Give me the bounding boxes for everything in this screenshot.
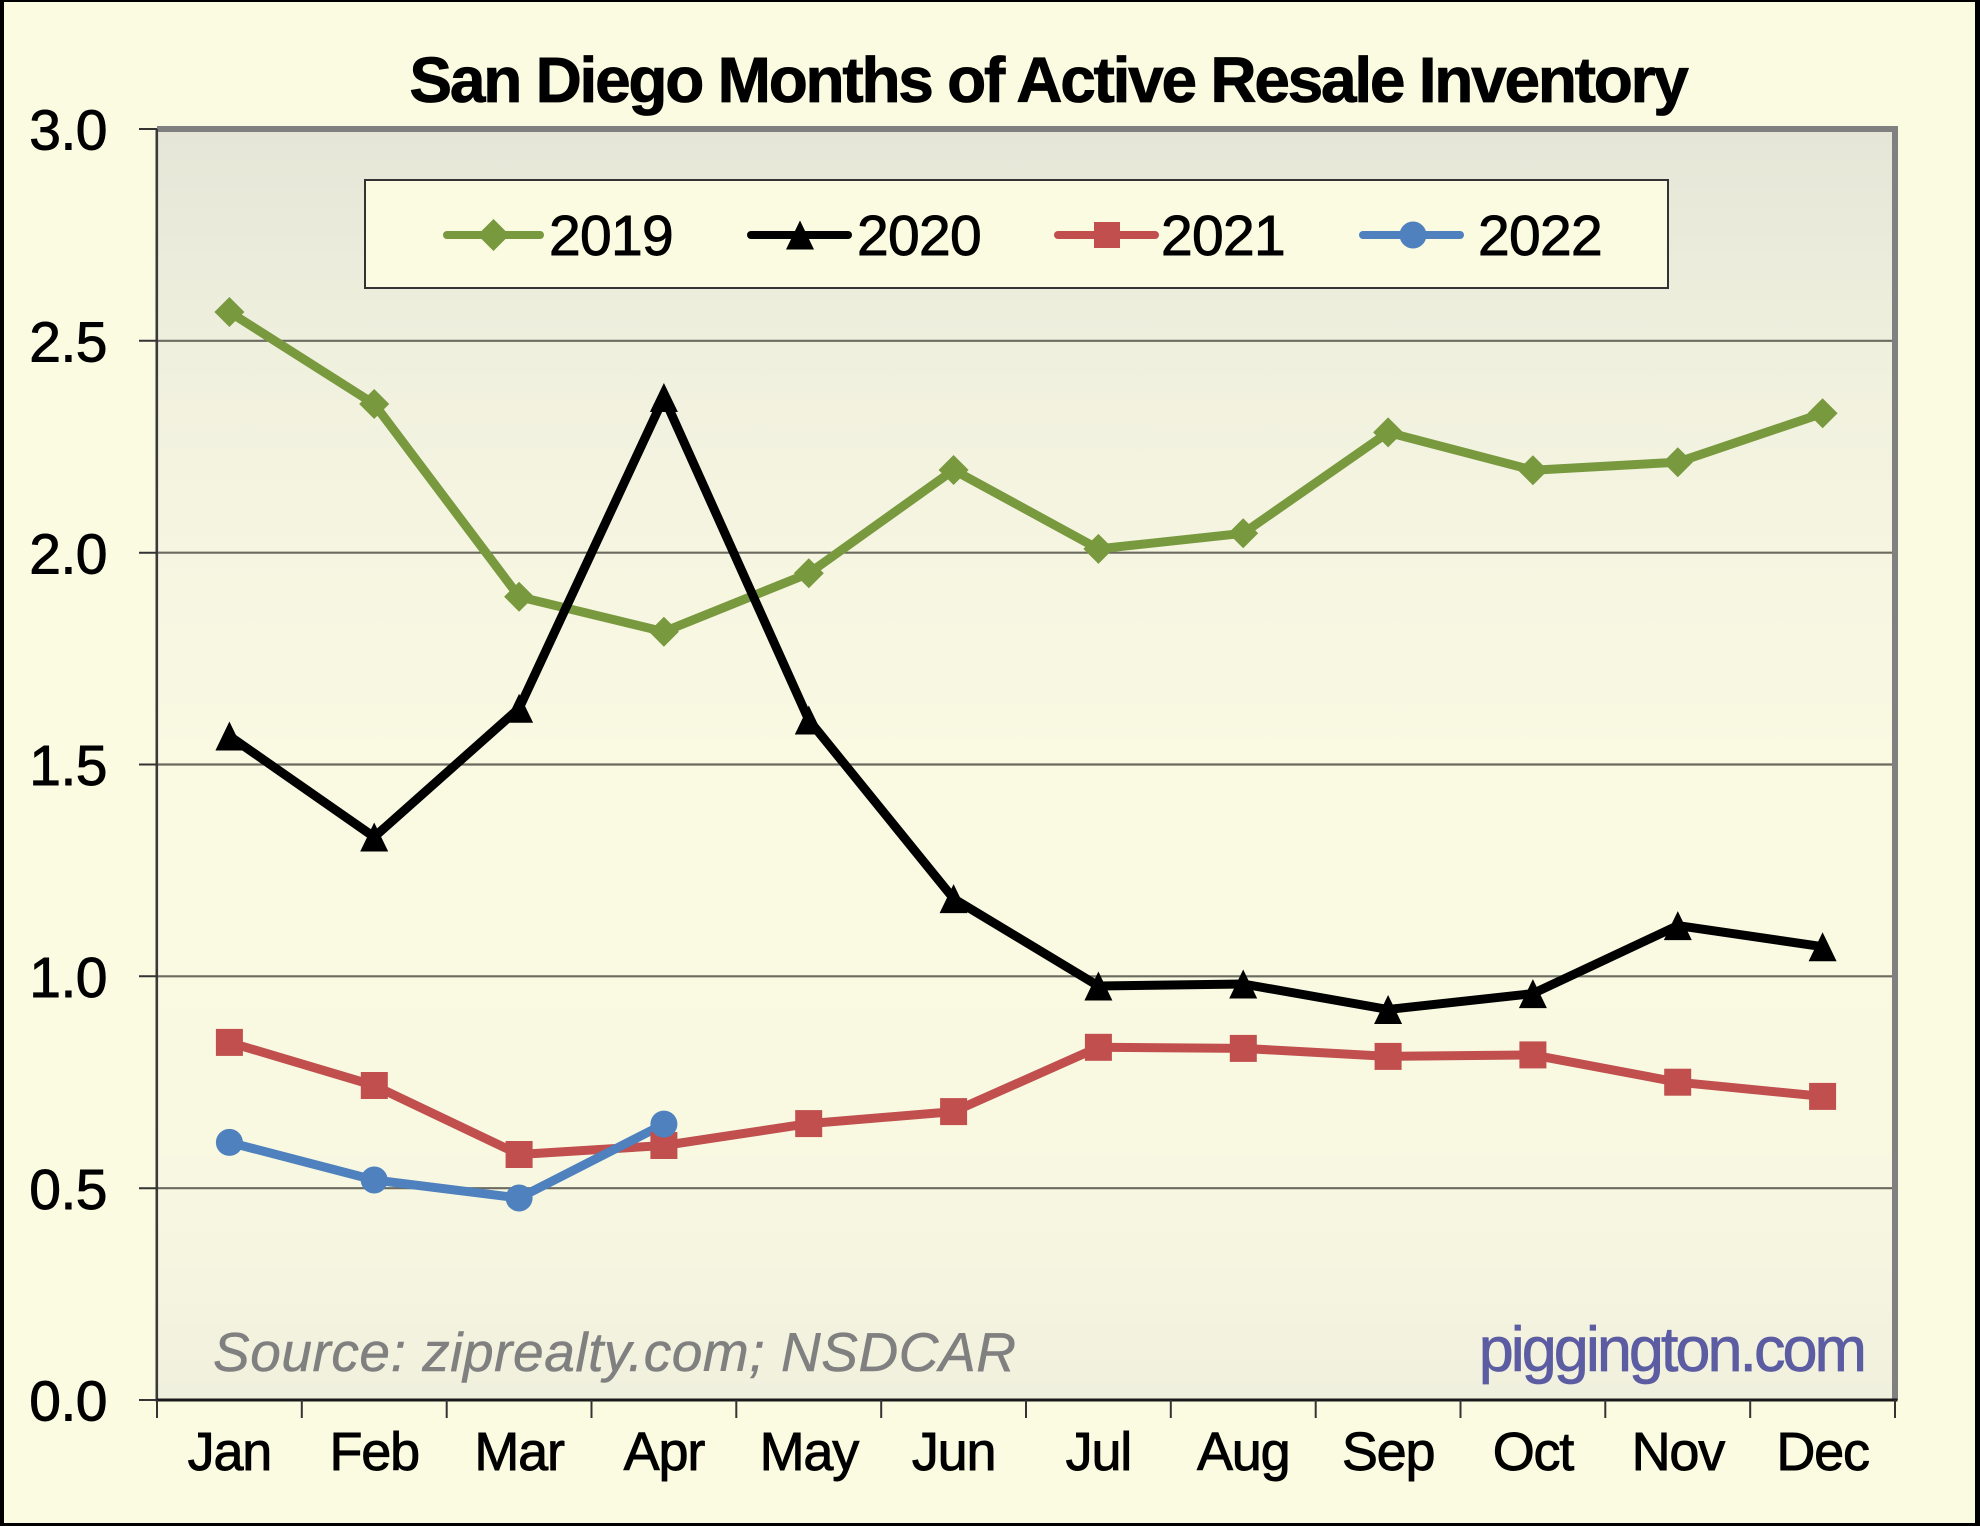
svg-text:0.5: 0.5 — [29, 1158, 107, 1222]
svg-text:2022: 2022 — [1478, 204, 1602, 268]
svg-text:Sep: Sep — [1342, 1422, 1434, 1482]
svg-text:Nov: Nov — [1632, 1422, 1726, 1482]
svg-text:Jan: Jan — [188, 1422, 271, 1482]
svg-text:San Diego Months of Active Res: San Diego Months of Active Resale Invent… — [409, 44, 1689, 116]
svg-text:Jul: Jul — [1066, 1422, 1131, 1482]
svg-text:1.0: 1.0 — [29, 946, 107, 1010]
svg-text:2020: 2020 — [857, 204, 981, 268]
svg-text:Jun: Jun — [912, 1422, 995, 1482]
svg-text:Apr: Apr — [624, 1422, 706, 1482]
svg-text:Mar: Mar — [474, 1422, 565, 1482]
svg-text:Source: ziprealty.com; NSDCAR: Source: ziprealty.com; NSDCAR — [213, 1321, 1017, 1383]
svg-text:0.0: 0.0 — [29, 1370, 107, 1434]
svg-text:2019: 2019 — [549, 204, 673, 268]
svg-text:2021: 2021 — [1161, 204, 1285, 268]
svg-text:1.5: 1.5 — [29, 734, 107, 798]
svg-text:May: May — [760, 1422, 860, 1482]
svg-text:2.0: 2.0 — [29, 522, 107, 586]
svg-text:Feb: Feb — [329, 1422, 418, 1482]
svg-text:Aug: Aug — [1197, 1422, 1289, 1482]
svg-text:2.5: 2.5 — [29, 310, 107, 374]
svg-text:Oct: Oct — [1493, 1422, 1575, 1482]
svg-text:piggington.com: piggington.com — [1479, 1315, 1864, 1385]
svg-text:3.0: 3.0 — [29, 99, 107, 163]
svg-text:Dec: Dec — [1776, 1422, 1869, 1482]
